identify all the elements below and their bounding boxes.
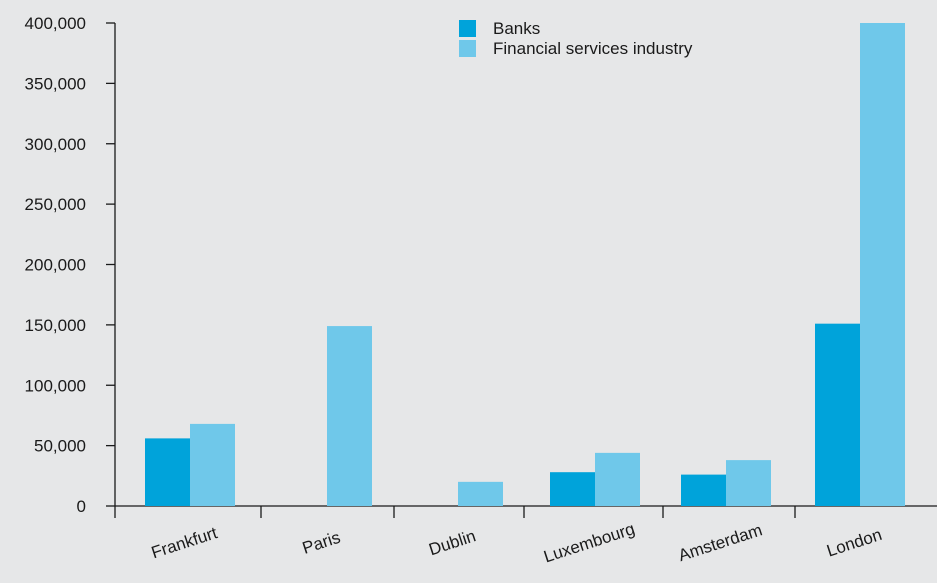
- y-tick-label: 200,000: [25, 256, 86, 275]
- legend-swatch: [459, 40, 476, 57]
- y-tick-label: 250,000: [25, 195, 86, 214]
- bar-banks-amsterdam: [681, 474, 726, 506]
- bars: [145, 23, 905, 506]
- y-tick-label: 100,000: [25, 376, 86, 395]
- x-category-label: Frankfurt: [149, 523, 220, 562]
- y-axis: 0 50,000 100,000 150,000 200,000 250,000 300,0…: [25, 14, 116, 516]
- x-category-label: London: [824, 525, 884, 561]
- bar-financial-services-luxembourg: [595, 452, 640, 506]
- bar-financial-services-amsterdam: [726, 460, 771, 506]
- x-category-label: Dublin: [426, 526, 478, 559]
- y-tick-label: 0: [77, 497, 86, 516]
- bar-financial-services-dublin: [458, 481, 503, 506]
- y-tick-label: 350,000: [25, 74, 86, 93]
- bar-banks-luxembourg: [550, 472, 595, 506]
- x-category-label: Paris: [300, 528, 343, 558]
- bar-banks-frankfurt: [145, 438, 190, 506]
- bar-banks-london: [815, 323, 860, 506]
- legend-label: Financial services industry: [493, 39, 693, 58]
- legend-swatch: [459, 20, 476, 37]
- y-tick-label: 300,000: [25, 135, 86, 154]
- x-category-label: Luxembourg: [541, 519, 637, 566]
- y-tick-label: 150,000: [25, 316, 86, 335]
- legend-label: Banks: [493, 19, 540, 38]
- bar-financial-services-paris: [327, 326, 372, 506]
- bar-financial-services-london: [860, 23, 905, 506]
- x-axis: Frankfurt Paris Dublin Luxembourg Amsterdam L…: [114, 505, 937, 566]
- x-category-label: Amsterdam: [676, 520, 765, 565]
- bar-financial-services-frankfurt: [190, 423, 235, 506]
- y-tick-label: 50,000: [34, 437, 86, 456]
- y-tick-label: 400,000: [25, 14, 86, 33]
